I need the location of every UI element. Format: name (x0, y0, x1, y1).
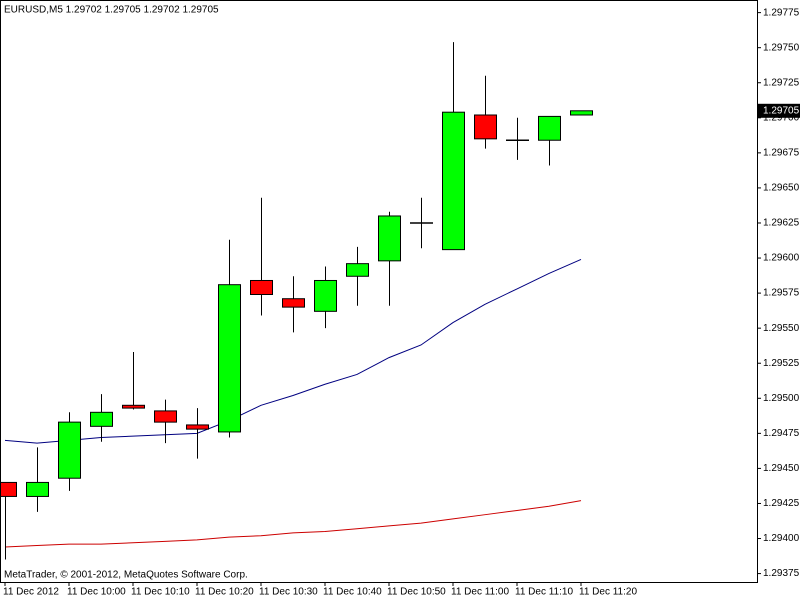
candle-body (58, 421, 81, 479)
x-tick-label: 11 Dec 11:00 (451, 587, 509, 598)
y-tick-label: 1.29375 (763, 568, 800, 579)
y-tick-label: 1.29500 (763, 393, 800, 404)
x-tick-label: 11 Dec 10:40 (323, 587, 382, 598)
candle-body (26, 481, 49, 497)
y-tick-label: 1.29575 (763, 288, 800, 299)
y-tick-label: 1.29525 (763, 358, 800, 369)
y-tick-label: 1.29425 (763, 498, 800, 509)
candle-body (314, 279, 337, 312)
y-tick-label: 1.29550 (763, 323, 800, 334)
x-tick-label: 11 Dec 10:20 (195, 587, 254, 598)
candle-body (442, 111, 465, 251)
y-tick-label: 1.29600 (763, 253, 800, 264)
candle-body (154, 410, 177, 423)
y-tick-label: 1.29450 (763, 463, 800, 474)
candle-body (570, 110, 593, 116)
candle-body (90, 411, 113, 427)
y-tick-label: 1.29625 (763, 218, 800, 229)
chart-title: EURUSD,M5 1.29702 1.29705 1.29702 1.2970… (4, 5, 219, 16)
candle-body (250, 279, 273, 296)
moving-average-line (4, 500, 582, 548)
y-tick-label: 1.29725 (763, 77, 800, 88)
y-tick-label: 1.29400 (763, 533, 800, 544)
candle-body (186, 424, 209, 430)
candle-body (538, 115, 561, 141)
y-tick-label: 1.29675 (763, 148, 800, 159)
y-tick-label: 1.29700 (763, 112, 800, 123)
x-tick-label: 11 Dec 10:00 (67, 587, 126, 598)
candle-body (0, 481, 17, 497)
plot-area (0, 42, 593, 560)
candle-body (474, 114, 497, 140)
y-tick-label: 1.29750 (763, 42, 800, 53)
y-tick-label: 1.29775 (763, 7, 800, 18)
x-tick-label: 11 Dec 11:20 (579, 587, 637, 598)
x-tick-label: 11 Dec 10:50 (387, 587, 446, 598)
x-tick-label: 11 Dec 10:30 (259, 587, 318, 598)
candle-body (378, 215, 401, 262)
y-tick-label: 1.29650 (763, 183, 800, 194)
candle-body (346, 263, 369, 277)
y-tick-label: 1.29475 (763, 428, 800, 439)
x-tick-label: 11 Dec 11:10 (515, 587, 573, 598)
last-price-label: 1.29705 (763, 105, 800, 116)
last-price-box (758, 103, 800, 118)
candle-body (218, 284, 241, 433)
footer: MetaTrader, © 2001-2012, MetaQuotes Soft… (4, 570, 248, 581)
candle-body (282, 298, 305, 308)
candle-body (122, 404, 145, 409)
x-tick-label: 11 Dec 10:10 (131, 587, 190, 598)
x-tick-label: 11 Dec 2012 (3, 587, 59, 598)
